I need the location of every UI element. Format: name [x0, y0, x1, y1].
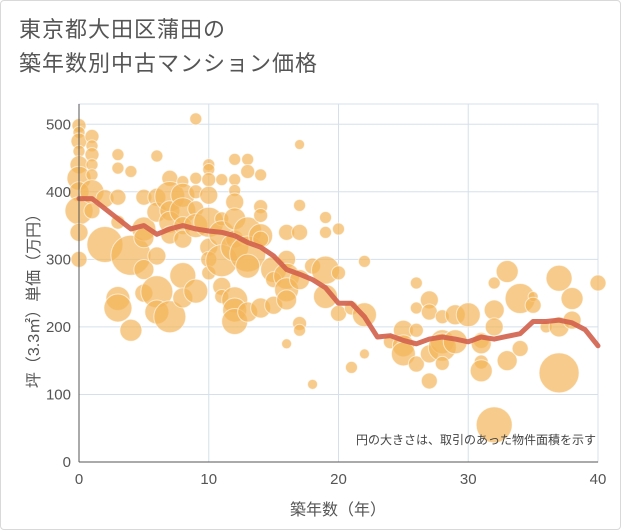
bubble	[189, 112, 203, 126]
y-tick-label: 0	[63, 454, 71, 471]
chart-title-line-1: 東京都大田区蒲田の	[19, 17, 227, 42]
bubble	[111, 161, 125, 175]
x-tick-label: 30	[460, 471, 477, 488]
y-tick-label: 500	[46, 116, 71, 133]
bubble	[199, 185, 219, 205]
x-tick-label: 10	[200, 471, 217, 488]
bubble	[119, 318, 143, 342]
bubble	[524, 296, 542, 314]
bubble	[215, 173, 229, 187]
y-axis-label: 坪（3.3㎡）単価（万円）	[25, 206, 43, 388]
bubble	[103, 293, 133, 323]
bubble	[420, 372, 438, 390]
bubble	[511, 340, 529, 358]
bubble	[484, 317, 504, 337]
trend-line	[76, 196, 601, 349]
bubble	[183, 278, 209, 304]
bubble	[111, 148, 125, 162]
trend-group	[76, 196, 601, 349]
bubble	[434, 355, 450, 371]
bubble	[240, 164, 256, 180]
chart-title-line-2: 築年数別中古マンション価格	[19, 51, 319, 76]
bubbles	[64, 112, 607, 444]
bubble	[332, 222, 345, 236]
bubble	[293, 198, 307, 212]
bubble	[291, 223, 309, 241]
bubble	[455, 302, 481, 328]
bubble	[201, 172, 217, 188]
bubble	[408, 322, 424, 338]
bubble	[253, 207, 269, 223]
bubble	[189, 171, 203, 185]
bubble	[538, 352, 580, 394]
bubble	[133, 258, 155, 280]
bubble	[241, 152, 255, 166]
bubble	[124, 165, 138, 179]
bubble	[228, 173, 242, 187]
bubble	[589, 274, 607, 292]
bubble	[487, 276, 501, 290]
x-tick-label: 20	[330, 471, 347, 488]
bubble	[409, 276, 423, 290]
bubble	[276, 289, 298, 311]
bubble	[85, 168, 99, 182]
bubble	[281, 338, 293, 350]
bubble	[319, 225, 333, 239]
y-tick-label: 400	[46, 184, 71, 201]
bubble	[109, 188, 127, 206]
y-tick-label: 200	[46, 319, 71, 336]
bubble	[331, 265, 346, 281]
x-axis-label: 築年数（年）	[290, 501, 386, 519]
bubble	[235, 253, 261, 279]
bubble	[344, 360, 358, 374]
bubble	[83, 202, 101, 220]
bubble	[313, 284, 339, 310]
x-tick-label: 40	[590, 471, 607, 488]
bubble	[545, 264, 573, 292]
bubble	[150, 149, 164, 163]
bubble	[496, 350, 518, 372]
bubble	[294, 139, 306, 151]
bubble	[560, 287, 584, 311]
y-tick-label: 100	[46, 386, 71, 403]
bubble	[475, 406, 513, 444]
bubble	[307, 378, 319, 390]
x-tick-label: 0	[75, 471, 83, 488]
y-tick-label: 300	[46, 251, 71, 268]
bubble	[319, 210, 333, 224]
bubble	[254, 168, 268, 182]
chart-title: 東京都大田区蒲田の 築年数別中古マンション価格	[19, 13, 318, 81]
bubble	[147, 246, 167, 266]
bubble	[469, 359, 493, 383]
bubble	[293, 323, 307, 337]
bubble	[495, 260, 519, 284]
bubble	[409, 301, 423, 315]
bubble	[228, 152, 242, 166]
bubble	[153, 300, 187, 334]
bubble	[483, 299, 505, 321]
bubble-size-note: 円の大きさは、取引のあった物件面積を示す	[356, 432, 596, 447]
bubble	[407, 355, 425, 373]
bubble	[357, 254, 371, 268]
bubble	[358, 348, 370, 360]
